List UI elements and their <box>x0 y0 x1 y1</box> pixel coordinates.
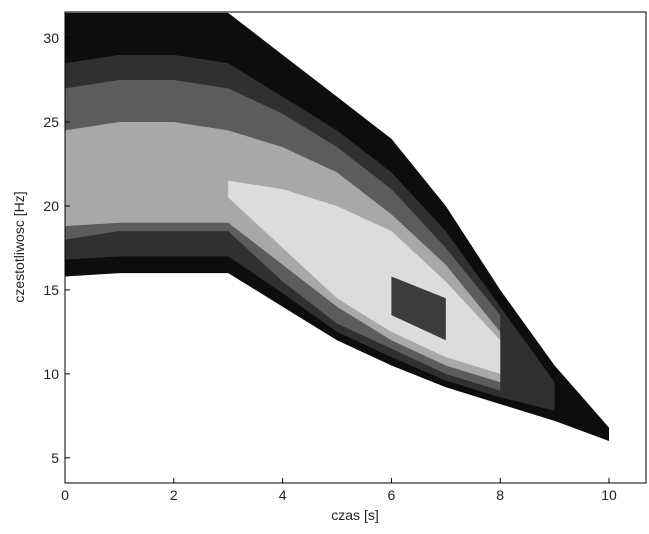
x-tick-label: 6 <box>388 487 396 503</box>
x-tick-label: 10 <box>601 487 617 503</box>
y-tick-label: 25 <box>43 114 59 130</box>
y-tick-label: 20 <box>43 198 59 214</box>
x-axis-label: czas [s] <box>331 507 378 523</box>
x-tick-label: 8 <box>496 487 504 503</box>
contour-band <box>391 276 446 341</box>
y-tick-label: 5 <box>51 450 59 466</box>
y-tick-label: 30 <box>43 30 59 46</box>
y-tick-label: 10 <box>43 366 59 382</box>
x-tick-label: 2 <box>170 487 178 503</box>
y-axis-label: czestotliwosc [Hz] <box>11 191 27 302</box>
x-tick-label: 0 <box>61 487 69 503</box>
plot-frame <box>64 11 647 484</box>
x-tick-label: 4 <box>279 487 287 503</box>
y-tick-label: 15 <box>43 282 59 298</box>
